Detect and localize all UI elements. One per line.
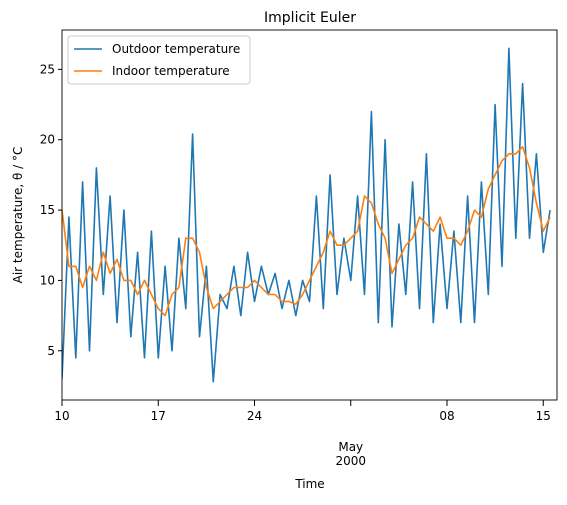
y-tick-label: 25 — [40, 62, 55, 76]
x-axis-label: Time — [294, 477, 324, 491]
axes-frame — [61, 29, 558, 401]
x-tick-label: 15 — [536, 409, 551, 423]
x-tick-label: May 2000 — [335, 440, 366, 468]
y-tick-label: 5 — [47, 344, 55, 358]
line-series — [62, 146, 551, 317]
legend-box — [67, 35, 251, 85]
line-series — [62, 47, 551, 383]
x-tick-label: 17 — [151, 409, 166, 423]
y-tick-label: 10 — [40, 273, 55, 287]
x-tick-label: 24 — [247, 409, 262, 423]
y-axis-label: Air temperature, θ / °C — [11, 147, 25, 284]
y-tick-label: 15 — [40, 203, 55, 217]
x-tick-label-line: May — [338, 440, 363, 454]
legend-label: Indoor temperature — [112, 64, 230, 78]
x-tick-label-line: 2000 — [335, 454, 366, 468]
x-tick-label: 10 — [54, 409, 69, 423]
y-tick-label: 20 — [40, 133, 55, 147]
legend: Outdoor temperature Indoor temperature — [67, 35, 251, 85]
chart-title: Implicit Euler — [264, 10, 356, 26]
legend-label: Outdoor temperature — [112, 42, 240, 56]
x-tick-label: 08 — [439, 409, 454, 423]
